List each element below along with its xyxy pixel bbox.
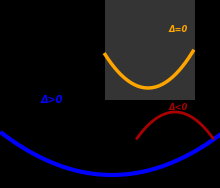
Text: Δ>0: Δ>0 — [41, 95, 63, 105]
Text: Δ<0: Δ<0 — [168, 102, 188, 111]
Text: Δ=0: Δ=0 — [168, 26, 188, 35]
Bar — [105, 0, 195, 100]
